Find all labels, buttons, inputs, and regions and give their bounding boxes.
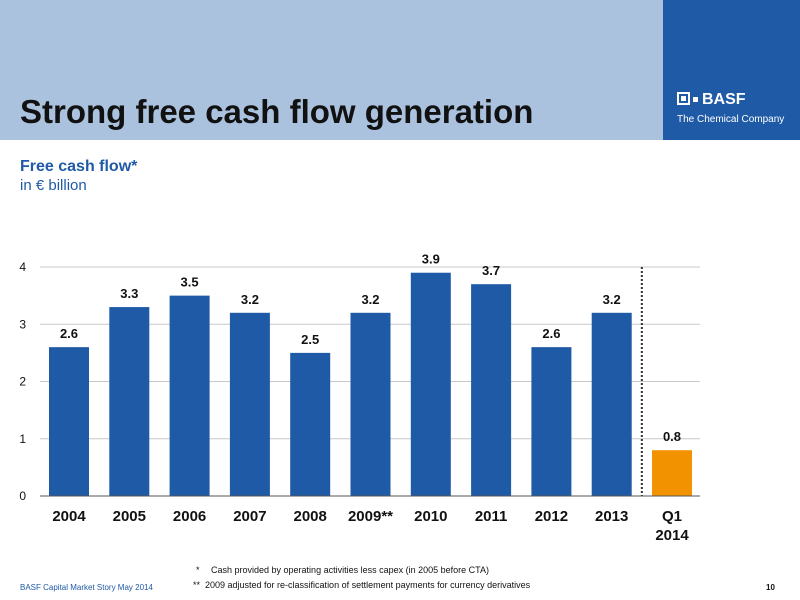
bar: [410, 272, 451, 496]
page-title: Strong free cash flow generation: [20, 93, 534, 130]
bar: [471, 284, 512, 496]
y-tick-label: 2: [19, 375, 26, 389]
bar: [229, 312, 270, 496]
bar: [591, 312, 632, 496]
data-label: 3.2: [241, 292, 259, 307]
x-tick-label: 2009**: [348, 508, 393, 525]
x-tick-label: 2011: [475, 508, 508, 525]
bar: [109, 307, 150, 496]
logo-tagline: The Chemical Company: [677, 114, 785, 125]
page-number: 10: [766, 583, 775, 592]
bar: [169, 295, 210, 496]
footnote-2-text: 2009 adjusted for re-classification of s…: [205, 580, 531, 590]
x-tick-label: 2004: [52, 508, 86, 525]
bar: [49, 347, 89, 496]
chart-title: Free cash flow*: [20, 158, 138, 175]
logo-wordmark: BASF: [677, 92, 746, 108]
data-label: 2.6: [542, 326, 560, 341]
logo-dot-icon: [693, 97, 698, 102]
data-label: 0.8: [663, 429, 681, 444]
footnote-1-marker: *: [196, 565, 200, 575]
footnote-2-marker: **: [193, 580, 201, 590]
chart-unit: in € billion: [20, 177, 87, 194]
bar: [652, 450, 692, 496]
data-label: 2.6: [60, 326, 78, 341]
bar: [350, 312, 391, 496]
logo-square-icon: [677, 92, 690, 105]
y-tick-label: 0: [19, 489, 26, 503]
header-band: [0, 0, 663, 140]
x-tick-label: 2010: [414, 508, 447, 525]
data-label: 3.5: [181, 275, 199, 290]
y-tick-label: 1: [19, 432, 26, 446]
x-tick-label: 2008: [294, 508, 327, 525]
data-label: 3.7: [482, 263, 500, 278]
x-tick-label: 2012: [535, 508, 568, 525]
footer-source: BASF Capital Market Story May 2014: [20, 583, 153, 592]
x-tick-label: Q1 2014: [655, 508, 689, 544]
logo-brand-name: BASF: [702, 91, 746, 108]
x-tick-label: 2005: [113, 508, 146, 525]
x-tick-label: 2013: [595, 508, 628, 525]
bar: [290, 352, 331, 496]
x-tick-label: 2007: [233, 508, 266, 525]
data-label: 3.2: [361, 292, 379, 307]
footnote-1-text: Cash provided by operating activities le…: [211, 565, 489, 575]
data-label: 3.2: [603, 292, 621, 307]
data-label: 3.9: [422, 252, 440, 267]
y-tick-label: 4: [19, 260, 26, 274]
bar: [531, 347, 572, 496]
bar-chart: 0 1 2 3 4 2.6 2004 3.3 2005 3.5 2006 3.2 2007 2.5 2008…: [19, 252, 700, 544]
basf-logo: BASF The Chemical Company: [663, 0, 800, 140]
data-label: 3.3: [120, 286, 138, 301]
data-label: 2.5: [301, 332, 319, 347]
x-tick-label: 2006: [173, 508, 206, 525]
y-tick-label: 3: [19, 317, 26, 331]
